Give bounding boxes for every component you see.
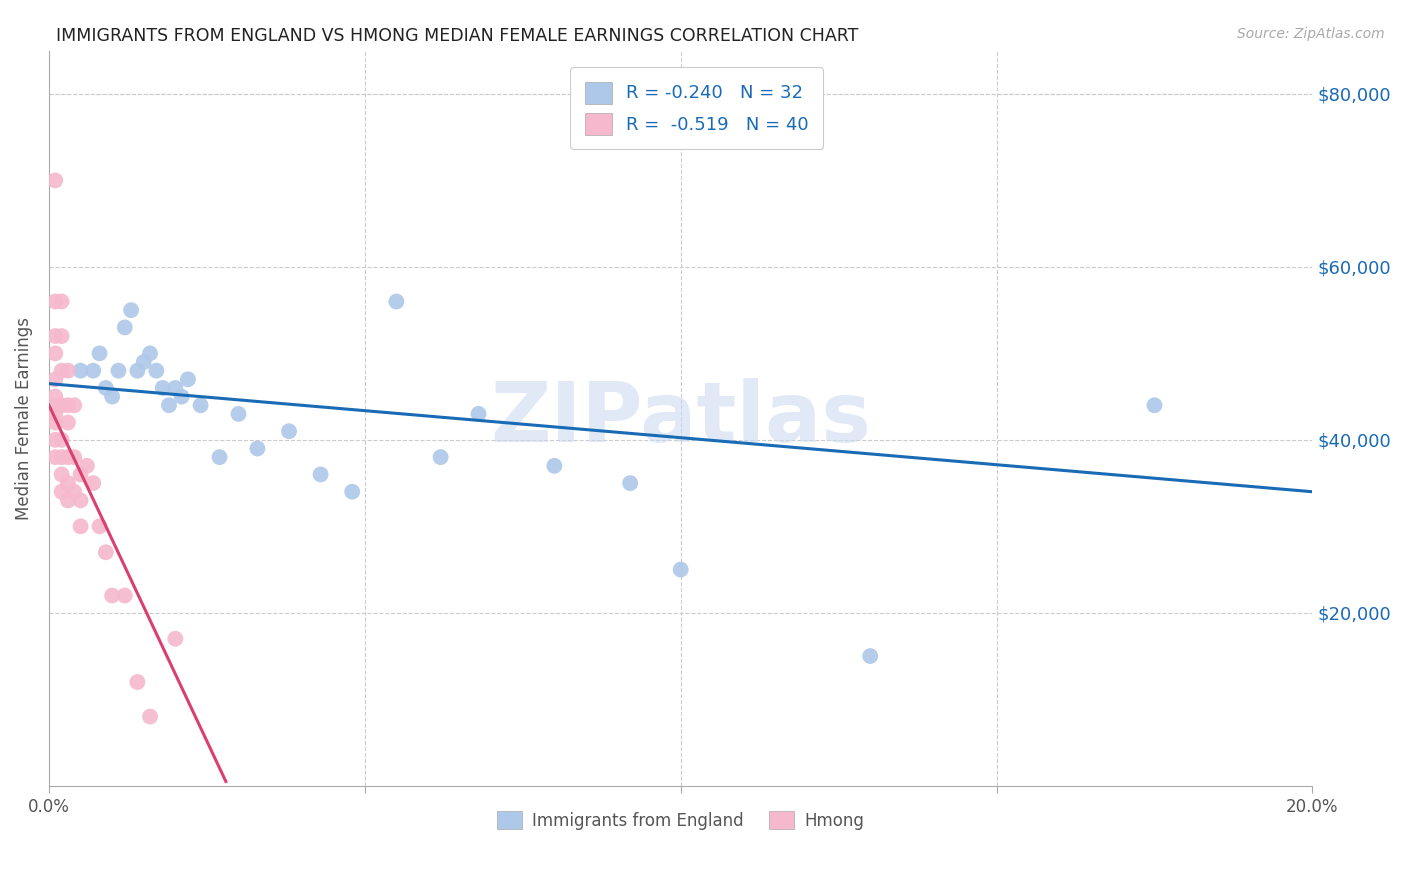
Point: [44, 372, 66, 386]
Point: [228, 407, 250, 421]
Point: [56, 416, 79, 430]
Point: [63, 450, 86, 465]
Point: [56, 398, 79, 412]
Point: [619, 476, 641, 491]
Point: [139, 709, 162, 723]
Point: [101, 390, 124, 404]
Point: [114, 320, 136, 334]
Point: [69, 493, 91, 508]
Point: [165, 381, 187, 395]
Point: [157, 398, 180, 412]
Point: [429, 450, 451, 465]
Point: [101, 589, 124, 603]
Point: [165, 632, 187, 646]
Point: [44, 346, 66, 360]
Point: [63, 484, 86, 499]
Point: [51, 450, 73, 465]
Point: [145, 364, 167, 378]
Point: [107, 364, 129, 378]
Point: [51, 364, 73, 378]
Point: [94, 381, 117, 395]
Point: [56, 450, 79, 465]
Point: [340, 484, 363, 499]
Point: [44, 294, 66, 309]
Point: [132, 355, 155, 369]
Point: [278, 424, 301, 438]
Point: [56, 493, 79, 508]
Point: [51, 329, 73, 343]
Point: [467, 407, 489, 421]
Text: Source: ZipAtlas.com: Source: ZipAtlas.com: [1237, 27, 1385, 41]
Point: [246, 442, 269, 456]
Point: [44, 390, 66, 404]
Legend: Immigrants from England, Hmong: Immigrants from England, Hmong: [491, 805, 870, 837]
Point: [152, 381, 174, 395]
Point: [543, 458, 565, 473]
Point: [385, 294, 408, 309]
Point: [120, 303, 142, 318]
Point: [56, 364, 79, 378]
Point: [51, 467, 73, 482]
Point: [44, 329, 66, 343]
Point: [69, 519, 91, 533]
Point: [44, 407, 66, 421]
Point: [44, 398, 66, 412]
Point: [63, 398, 86, 412]
Text: ZIPatlas: ZIPatlas: [491, 377, 872, 458]
Point: [859, 648, 882, 663]
Point: [114, 589, 136, 603]
Point: [82, 364, 104, 378]
Point: [208, 450, 231, 465]
Point: [51, 398, 73, 412]
Point: [190, 398, 212, 412]
Point: [139, 346, 162, 360]
Point: [170, 390, 193, 404]
Point: [1143, 398, 1166, 412]
Text: IMMIGRANTS FROM ENGLAND VS HMONG MEDIAN FEMALE EARNINGS CORRELATION CHART: IMMIGRANTS FROM ENGLAND VS HMONG MEDIAN …: [56, 27, 859, 45]
Point: [669, 563, 692, 577]
Point: [177, 372, 200, 386]
Y-axis label: Median Female Earnings: Median Female Earnings: [15, 317, 32, 520]
Point: [89, 346, 111, 360]
Point: [51, 433, 73, 447]
Point: [69, 467, 91, 482]
Point: [82, 476, 104, 491]
Point: [44, 450, 66, 465]
Point: [69, 364, 91, 378]
Point: [127, 364, 149, 378]
Point: [51, 294, 73, 309]
Point: [94, 545, 117, 559]
Point: [76, 458, 98, 473]
Point: [44, 416, 66, 430]
Point: [56, 476, 79, 491]
Point: [44, 433, 66, 447]
Point: [44, 173, 66, 187]
Point: [51, 484, 73, 499]
Point: [89, 519, 111, 533]
Point: [127, 675, 149, 690]
Point: [309, 467, 332, 482]
